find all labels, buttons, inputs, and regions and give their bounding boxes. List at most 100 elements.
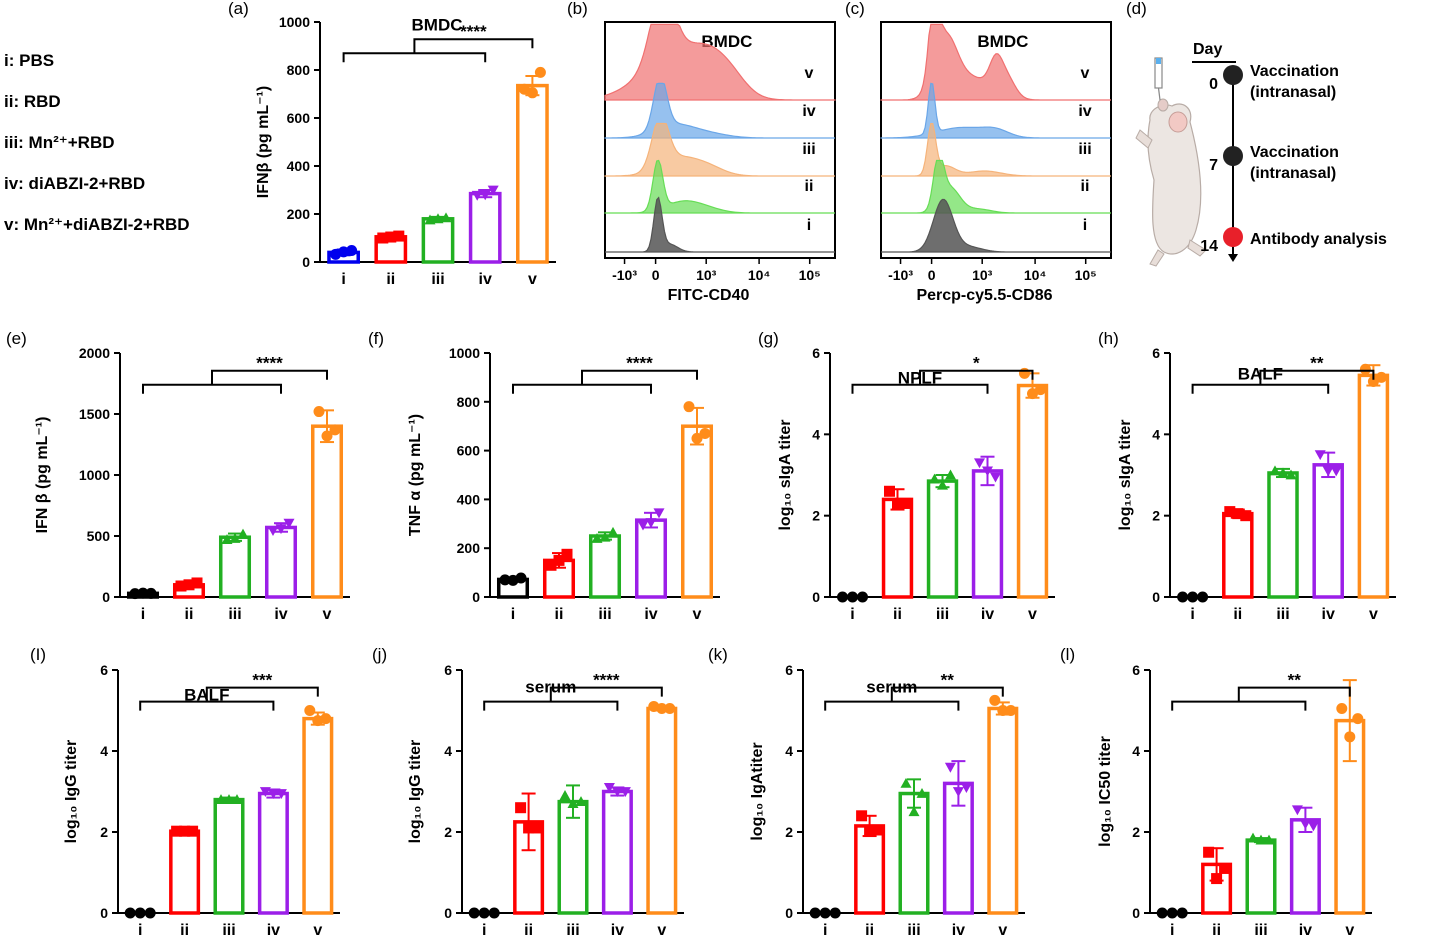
- data-point-i: [847, 591, 858, 603]
- y-axis-label: log₁₀ IgAtiter: [749, 742, 766, 840]
- data-point-i: [144, 907, 156, 919]
- timeline-day: 0: [1209, 76, 1218, 93]
- data-point-v: [989, 694, 1001, 706]
- bar-v: [516, 83, 549, 264]
- row-label-iii: iii: [1078, 141, 1091, 158]
- category-label-iii: iii: [598, 606, 611, 623]
- sig-bracket-left: [342, 52, 487, 63]
- data-point-i: [145, 587, 157, 599]
- data-point-iii: [900, 777, 912, 788]
- data-point-i: [338, 246, 350, 258]
- chart-title: serum: [525, 677, 576, 696]
- data-point-ii: [1224, 506, 1236, 518]
- data-point-i: [468, 907, 480, 919]
- bar-iii: [1267, 471, 1299, 599]
- x-tick-label: 10³: [696, 267, 717, 283]
- row-label-iii: iii: [802, 141, 815, 158]
- data-point-iv: [275, 789, 287, 800]
- x-tick-label: 10⁴: [748, 267, 771, 283]
- bar-v: [1016, 383, 1049, 599]
- chart-title: BALF: [184, 685, 229, 704]
- y-tick-label: 2: [812, 508, 820, 524]
- histogram-row-ii: [605, 159, 835, 214]
- histogram-row-ii: [881, 159, 1111, 214]
- category-label-i: i: [341, 271, 345, 288]
- data-point-iii: [237, 528, 249, 539]
- bar-v: [1357, 373, 1390, 599]
- category-label-v: v: [657, 922, 666, 938]
- histogram-row-v: [880, 23, 1111, 101]
- y-tick-label: 800: [287, 62, 311, 78]
- legend-entry-iii: iii: Mn²⁺+RBD: [4, 133, 115, 152]
- data-point-v: [1359, 363, 1371, 375]
- data-point-iv: [1330, 466, 1342, 477]
- category-label-iv: iv: [267, 922, 280, 938]
- y-tick-label: 0: [812, 589, 820, 605]
- category-label-ii: ii: [386, 271, 395, 288]
- timeline-marker: [1223, 146, 1243, 166]
- significance-label: ***: [252, 671, 272, 690]
- bar-iv: [634, 518, 668, 599]
- y-tick-label: 400: [287, 158, 311, 174]
- significance-label: **: [941, 671, 955, 690]
- timeline-day: 7: [1209, 157, 1218, 174]
- data-point-iv: [479, 190, 491, 201]
- timeline-arrow: [1228, 254, 1238, 262]
- data-point-iv: [1307, 821, 1319, 832]
- category-label-v: v: [1345, 922, 1354, 938]
- data-point-i: [1176, 907, 1188, 919]
- timeline-event-text: Vaccination: [1250, 63, 1339, 80]
- significance-label: ****: [460, 22, 487, 41]
- data-point-ii: [171, 825, 183, 837]
- sig-bracket-right: [919, 369, 1034, 385]
- data-point-ii: [515, 802, 527, 814]
- bar-v: [302, 716, 334, 915]
- category-label-ii: ii: [893, 606, 902, 623]
- y-tick-label: 0: [302, 254, 310, 270]
- category-label-v: v: [1369, 606, 1378, 623]
- bar-ii: [1222, 511, 1254, 599]
- data-point-iii: [221, 534, 233, 545]
- category-label-iv: iv: [1299, 922, 1312, 938]
- sig-bracket-right: [890, 686, 1004, 702]
- timeline-marker: [1223, 227, 1243, 247]
- data-point-iii: [929, 473, 940, 484]
- panel-letter-k: (k): [708, 645, 728, 664]
- data-point-v: [1336, 702, 1348, 714]
- data-point-iii: [937, 479, 948, 490]
- vaccination-timeline: (d) Day 0 Vaccination (intranasal) 7 Vaccinati…: [1126, 0, 1387, 267]
- data-point-iv: [653, 508, 665, 519]
- y-tick-label: 4: [444, 743, 452, 759]
- sig-bracket-left: [1191, 383, 1330, 394]
- y-tick-label: 0: [1132, 905, 1140, 921]
- data-point-i: [1187, 591, 1199, 603]
- category-label-ii: ii: [185, 606, 194, 623]
- data-point-i: [1156, 907, 1168, 919]
- y-tick-label: 400: [457, 491, 481, 507]
- data-point-ii: [191, 577, 203, 589]
- y-tick-label: 600: [287, 110, 311, 126]
- bar-ii: [854, 824, 886, 915]
- data-point-ii: [1219, 862, 1231, 874]
- data-point-iii: [575, 796, 587, 807]
- bar-iii: [218, 535, 252, 599]
- panel-letter-h: (h): [1098, 329, 1119, 348]
- data-point-iv: [611, 787, 623, 797]
- data-point-iv: [275, 524, 287, 535]
- y-tick-label: 4: [812, 426, 820, 442]
- data-point-iv: [1314, 450, 1326, 461]
- y-tick-label: 500: [87, 528, 111, 544]
- data-point-v: [691, 432, 703, 444]
- category-label-iv: iv: [952, 922, 965, 938]
- data-point-v: [997, 705, 1009, 716]
- data-point-ii: [1203, 846, 1215, 858]
- data-point-ii: [872, 824, 884, 836]
- data-point-iv: [952, 787, 964, 797]
- histogram-row-i: [605, 196, 835, 253]
- category-label-v: v: [998, 922, 1007, 938]
- data-point-iv: [982, 466, 993, 477]
- panel-letter-d: (d): [1126, 0, 1147, 18]
- significance-label: **: [1288, 671, 1302, 690]
